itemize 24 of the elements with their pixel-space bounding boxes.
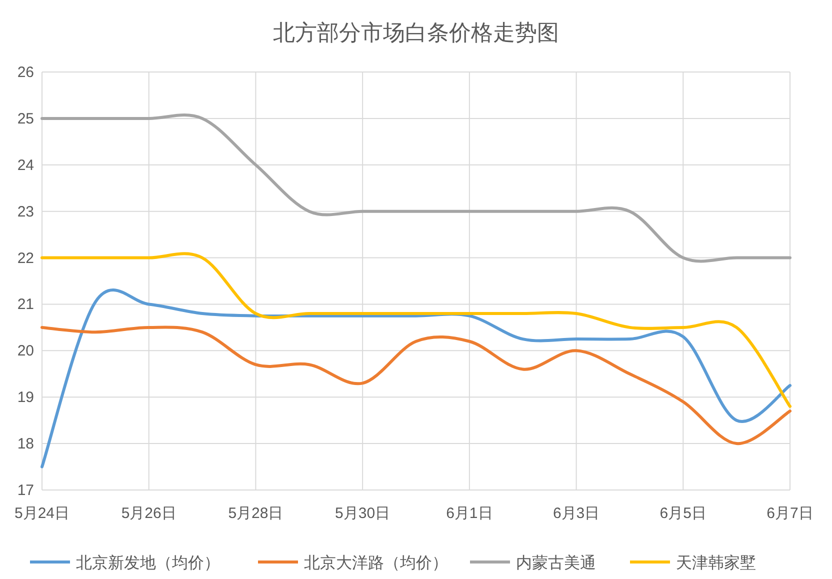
y-tick-label: 24 <box>17 156 34 174</box>
y-tick-label: 19 <box>17 389 34 406</box>
y-tick-label: 17 <box>17 482 34 499</box>
x-tick-label: 5月30日 <box>335 505 390 522</box>
chart-title: 北方部分市场白条价格走势图 <box>273 20 559 45</box>
x-tick-label: 5月26日 <box>121 505 176 522</box>
x-tick-label: 6月7日 <box>766 505 814 522</box>
line-series <box>40 326 792 446</box>
y-tick-label: 20 <box>17 342 34 360</box>
legend-label: 内蒙古美通 <box>516 554 596 572</box>
y-tick-label: 26 <box>17 64 34 81</box>
legend-label: 北京新发地（均价） <box>76 554 220 572</box>
x-tick-label: 5月28日 <box>228 505 284 522</box>
y-tick-label: 18 <box>17 436 34 453</box>
x-tick-label: 5月24日 <box>14 505 70 522</box>
y-tick-label: 23 <box>17 203 34 220</box>
x-tick-label: 6月3日 <box>552 505 600 522</box>
y-tick-label: 22 <box>17 250 34 267</box>
legend-label: 天津韩家墅 <box>676 554 756 572</box>
legend-label: 北京大洋路（均价） <box>304 554 448 572</box>
y-tick-label: 21 <box>17 296 34 314</box>
x-tick-label: 6月1日 <box>446 505 493 522</box>
x-tick-label: 6月5日 <box>660 505 706 522</box>
y-tick-label: 25 <box>17 110 34 128</box>
